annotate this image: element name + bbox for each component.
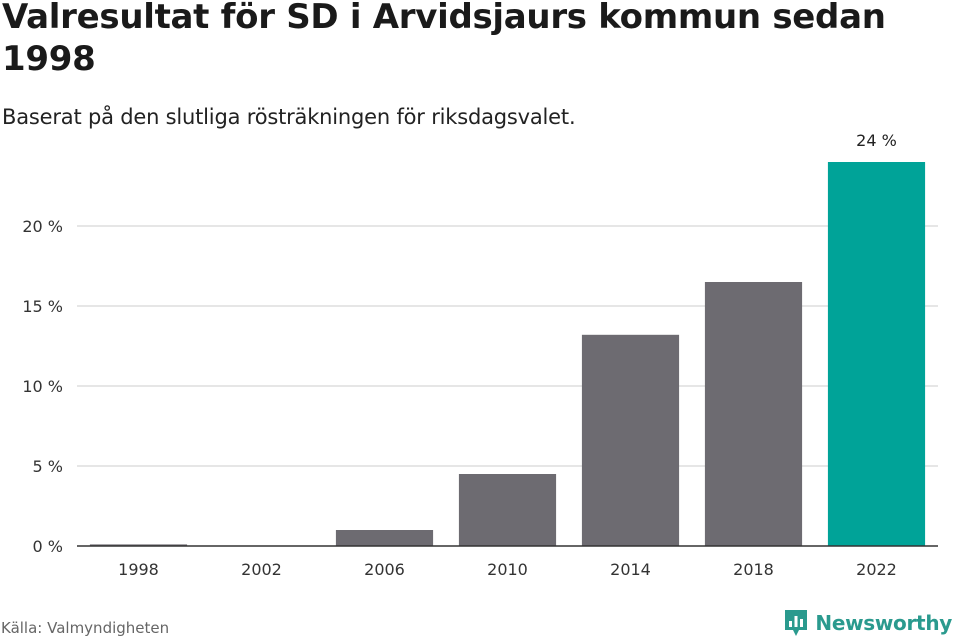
newsworthy-logo-icon xyxy=(785,610,808,636)
y-tick-label: 5 % xyxy=(33,457,63,476)
brand-logo: Newsworthy xyxy=(783,608,952,638)
x-tick-label: 2002 xyxy=(241,560,282,579)
y-tick-label: 15 % xyxy=(22,297,63,316)
bars xyxy=(89,162,926,546)
y-tick-label: 0 % xyxy=(33,537,63,556)
data-labels: 24 % xyxy=(856,131,897,150)
bar-2006 xyxy=(335,530,434,546)
y-tick-label: 10 % xyxy=(22,377,63,396)
chart-title: Valresultat för SD i Arvidsjaurs kommun … xyxy=(2,0,886,79)
x-tick-label: 2006 xyxy=(364,560,405,579)
bar-1998 xyxy=(89,544,188,546)
x-tick-label: 2022 xyxy=(856,560,897,579)
bar-2018 xyxy=(704,282,803,546)
y-axis-ticks: 0 % 5 % 10 % 15 % 20 % xyxy=(22,217,63,556)
x-axis-ticks: 1998 2002 2006 2010 2014 2018 2022 xyxy=(118,560,897,579)
bar-2010 xyxy=(458,474,557,546)
data-label-2022: 24 % xyxy=(856,131,897,150)
x-tick-label: 2010 xyxy=(487,560,528,579)
chart-subtitle: Baserat på den slutliga rösträkningen fö… xyxy=(2,105,576,129)
x-tick-label: 2018 xyxy=(733,560,774,579)
x-tick-label: 1998 xyxy=(118,560,159,579)
brand-name: Newsworthy xyxy=(815,611,952,635)
y-tick-label: 20 % xyxy=(22,217,63,236)
bar-2014 xyxy=(581,334,680,546)
source-note: Källa: Valmyndigheten xyxy=(1,619,170,637)
bar-2022 xyxy=(827,162,926,546)
x-tick-label: 2014 xyxy=(610,560,651,579)
bar-chart: 0 % 5 % 10 % 15 % 20 % 24 % 1998 2002 2006 2010… xyxy=(22,131,938,579)
grid-lines xyxy=(77,225,938,467)
